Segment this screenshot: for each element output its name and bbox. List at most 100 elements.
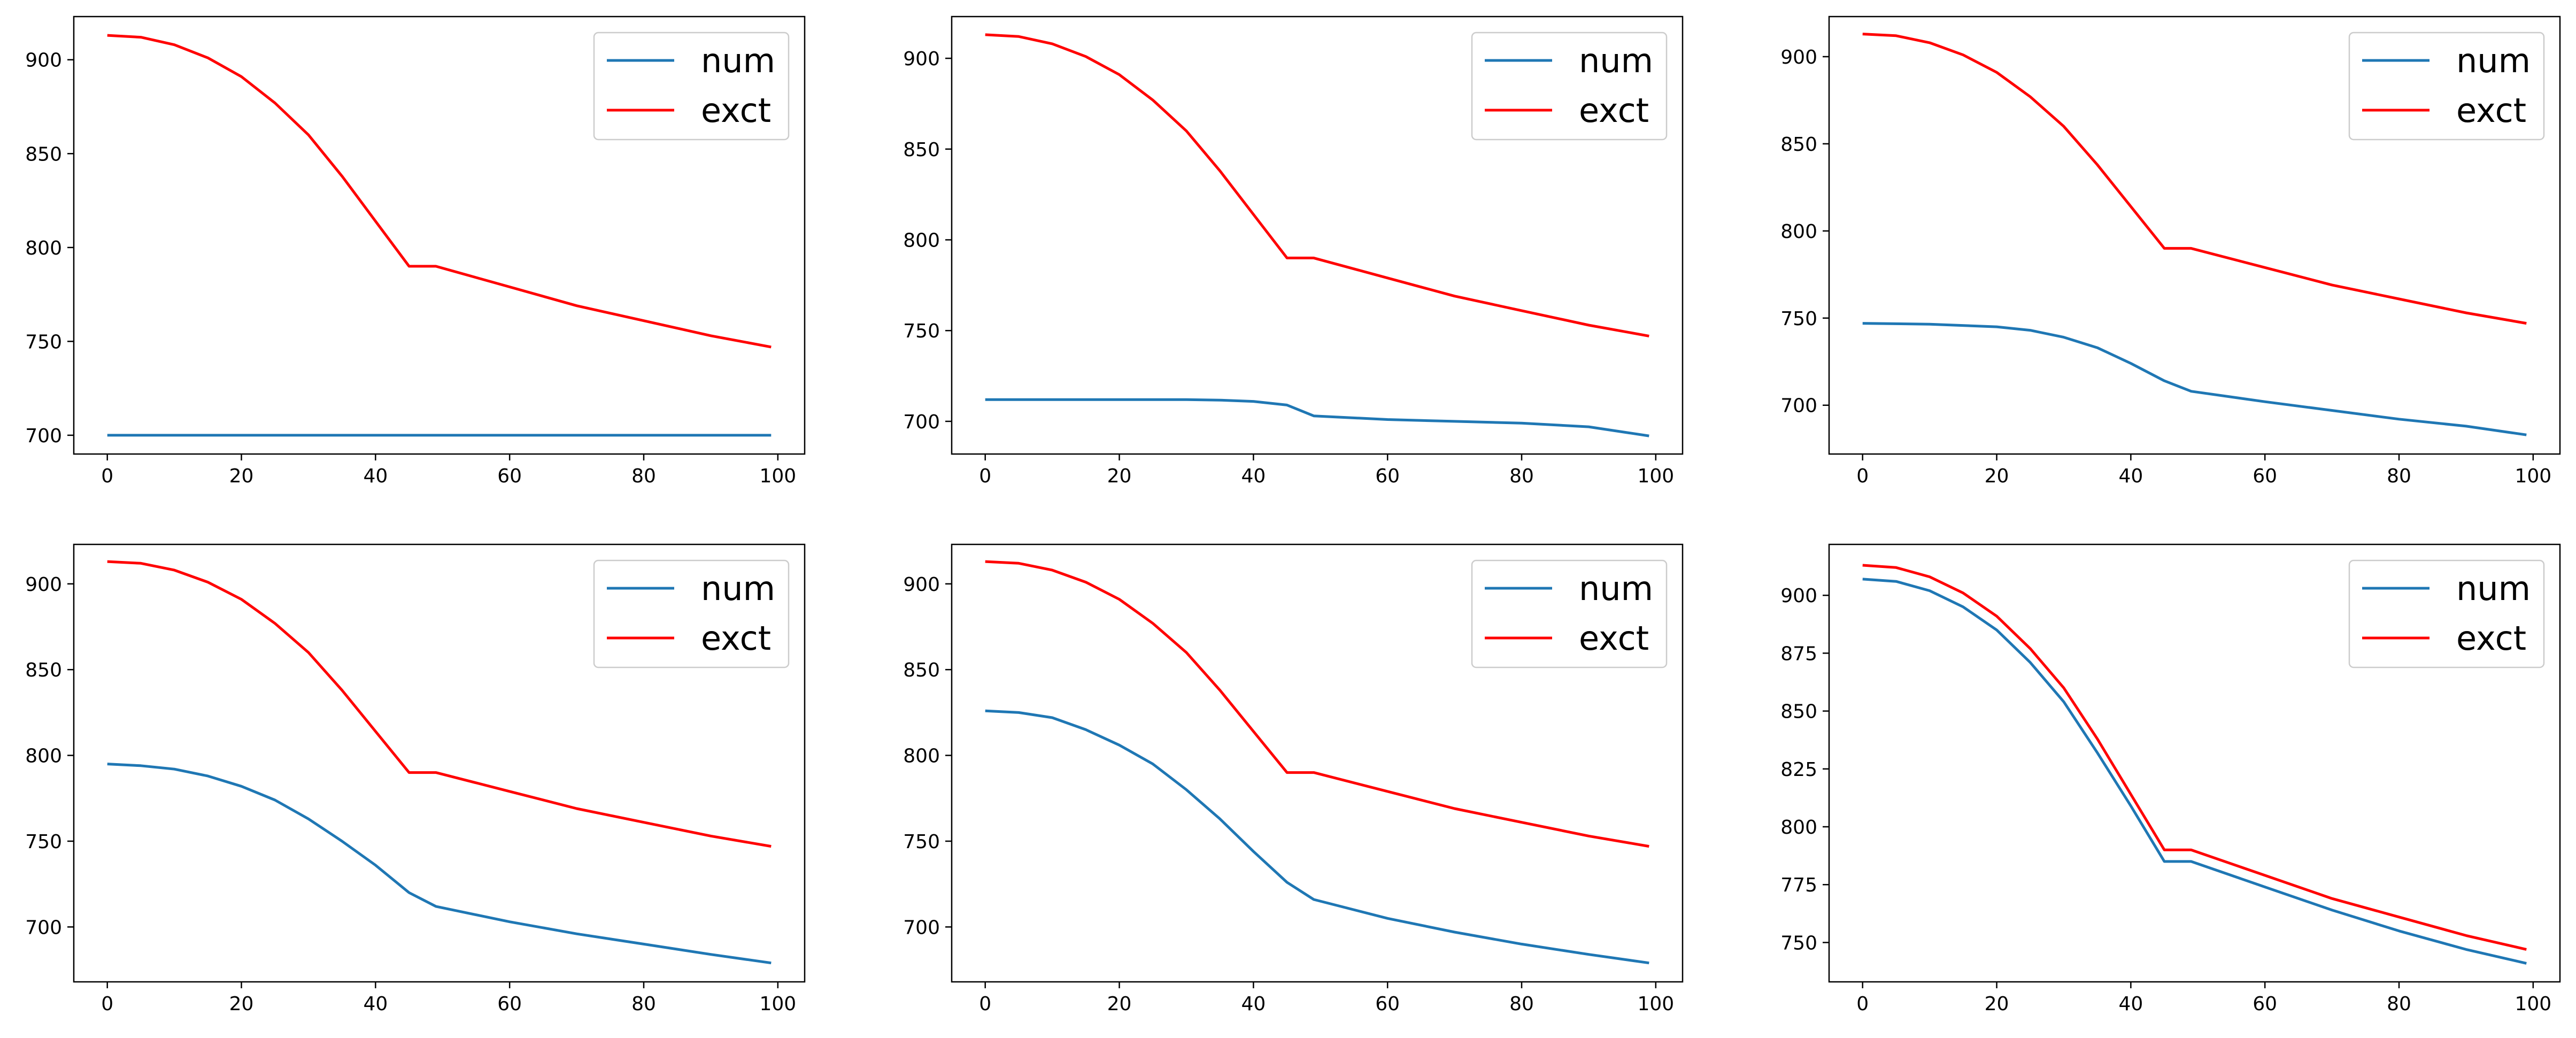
series-line-num xyxy=(1862,322,2527,436)
axes-frame xyxy=(951,543,1684,983)
legend-label-num: num xyxy=(701,569,775,608)
legend-label-num: num xyxy=(2456,41,2531,80)
y-tick-label: 850 xyxy=(1780,134,1817,156)
x-tick-label: 20 xyxy=(229,993,254,1015)
legend-label-num: num xyxy=(1579,569,1653,608)
y-tick-label: 800 xyxy=(903,745,940,767)
y-tick-label: 700 xyxy=(25,425,62,447)
x-tick-label: 100 xyxy=(759,993,796,1015)
x-tick-label: 80 xyxy=(631,993,656,1015)
y-tick-label: 850 xyxy=(903,139,940,161)
x-tick-label: 20 xyxy=(1985,465,2009,487)
y-tick-label: 800 xyxy=(1780,221,1817,243)
x-tick-label: 0 xyxy=(1856,465,1869,487)
x-tick-label: 100 xyxy=(1637,465,1674,487)
x-tick-label: 80 xyxy=(1509,465,1534,487)
x-tick-label: 60 xyxy=(497,465,522,487)
y-tick-label: 850 xyxy=(1780,701,1817,723)
series-line-exct xyxy=(1862,33,2527,325)
x-tick-label: 20 xyxy=(1107,993,1132,1015)
x-tick-label: 0 xyxy=(979,993,991,1015)
y-tick-label: 900 xyxy=(1780,585,1817,607)
series-line-num xyxy=(1862,578,2527,965)
x-tick-label: 60 xyxy=(1375,465,1400,487)
series-line-exct xyxy=(107,34,772,349)
y-tick-label: 775 xyxy=(1780,874,1817,896)
subplot-6: 0 20 40 60 80 100 750 775 800 825 850 875 900 num exct xyxy=(1780,543,2561,1015)
x-tick-label: 80 xyxy=(2387,993,2411,1015)
y-tick-label: 700 xyxy=(903,917,940,939)
x-tick-label: 20 xyxy=(1107,465,1132,487)
x-tick-label: 40 xyxy=(1241,993,1266,1015)
y-tick-label: 700 xyxy=(25,917,62,939)
y-tick-label: 850 xyxy=(25,659,62,681)
x-tick-label: 40 xyxy=(1241,465,1266,487)
legend-label-exct: exct xyxy=(1579,91,1649,130)
legend: num exct xyxy=(1471,559,1668,668)
x-tick-label: 80 xyxy=(631,465,656,487)
subplot-5: 0 20 40 60 80 100 700 750 800 850 900 num exct xyxy=(903,543,1684,1015)
x-tick-label: 100 xyxy=(759,465,796,487)
y-tick-label: 750 xyxy=(1780,308,1817,330)
y-tick-label: 750 xyxy=(25,831,62,853)
y-tick-label: 750 xyxy=(903,831,940,853)
y-tick-label: 900 xyxy=(25,50,62,72)
x-tick-label: 60 xyxy=(497,993,522,1015)
x-tick-label: 80 xyxy=(2387,465,2411,487)
x-tick-label: 0 xyxy=(979,465,991,487)
x-tick-label: 100 xyxy=(1637,993,1674,1015)
x-tick-label: 100 xyxy=(2515,465,2551,487)
y-tick-label: 800 xyxy=(903,229,940,251)
legend-label-exct: exct xyxy=(701,619,771,658)
y-tick-label: 900 xyxy=(1780,47,1817,68)
y-tick-label: 900 xyxy=(903,574,940,596)
x-tick-label: 20 xyxy=(229,465,254,487)
series-line-exct xyxy=(107,560,772,848)
axes-frame xyxy=(73,543,806,983)
x-tick-label: 60 xyxy=(1375,993,1400,1015)
y-tick-label: 850 xyxy=(25,143,62,165)
axes-frame xyxy=(73,16,806,455)
series-line-exct xyxy=(1862,564,2527,951)
legend: num exct xyxy=(2348,32,2545,141)
axes-frame xyxy=(1828,543,2561,983)
series-line-num xyxy=(107,763,772,965)
y-tick-label: 750 xyxy=(25,331,62,353)
subplot-2: 0 20 40 60 80 100 700 750 800 850 900 num exct xyxy=(903,16,1684,487)
x-tick-label: 20 xyxy=(1985,993,2009,1015)
y-tick-label: 700 xyxy=(1780,395,1817,417)
y-tick-label: 800 xyxy=(25,237,62,259)
legend-label-exct: exct xyxy=(1579,619,1649,658)
x-tick-label: 80 xyxy=(1509,993,1534,1015)
y-tick-label: 750 xyxy=(903,320,940,342)
subplot-1: 0 20 40 60 80 100 700 750 800 850 900 num exct xyxy=(25,16,806,487)
x-tick-label: 0 xyxy=(101,465,113,487)
series-line-num xyxy=(985,398,1649,437)
subplot-3: 0 20 40 60 80 100 700 750 800 850 900 num exct xyxy=(1780,16,2561,487)
axes-frame xyxy=(951,16,1684,455)
y-tick-label: 800 xyxy=(1780,817,1817,839)
axes-frame xyxy=(1828,16,2561,455)
x-tick-label: 0 xyxy=(101,993,113,1015)
series-line-num xyxy=(985,709,1649,965)
subplot-4: 0 20 40 60 80 100 700 750 800 850 900 num exct xyxy=(25,543,806,1015)
x-tick-label: 40 xyxy=(363,465,388,487)
legend-label-num: num xyxy=(2456,569,2531,608)
y-tick-label: 800 xyxy=(25,745,62,767)
legend: num exct xyxy=(593,32,790,141)
x-tick-label: 60 xyxy=(2253,993,2277,1015)
y-tick-label: 750 xyxy=(1780,932,1817,954)
series-line-exct xyxy=(985,560,1649,848)
legend: num exct xyxy=(1471,32,1668,141)
legend-label-exct: exct xyxy=(2456,619,2526,658)
y-tick-label: 825 xyxy=(1780,759,1817,781)
x-tick-label: 40 xyxy=(363,993,388,1015)
series-line-exct xyxy=(985,33,1649,337)
legend-label-exct: exct xyxy=(701,91,771,130)
y-tick-label: 700 xyxy=(903,411,940,433)
x-tick-label: 40 xyxy=(2118,465,2143,487)
y-tick-label: 850 xyxy=(903,659,940,681)
y-tick-label: 875 xyxy=(1780,643,1817,665)
x-tick-label: 0 xyxy=(1856,993,1869,1015)
